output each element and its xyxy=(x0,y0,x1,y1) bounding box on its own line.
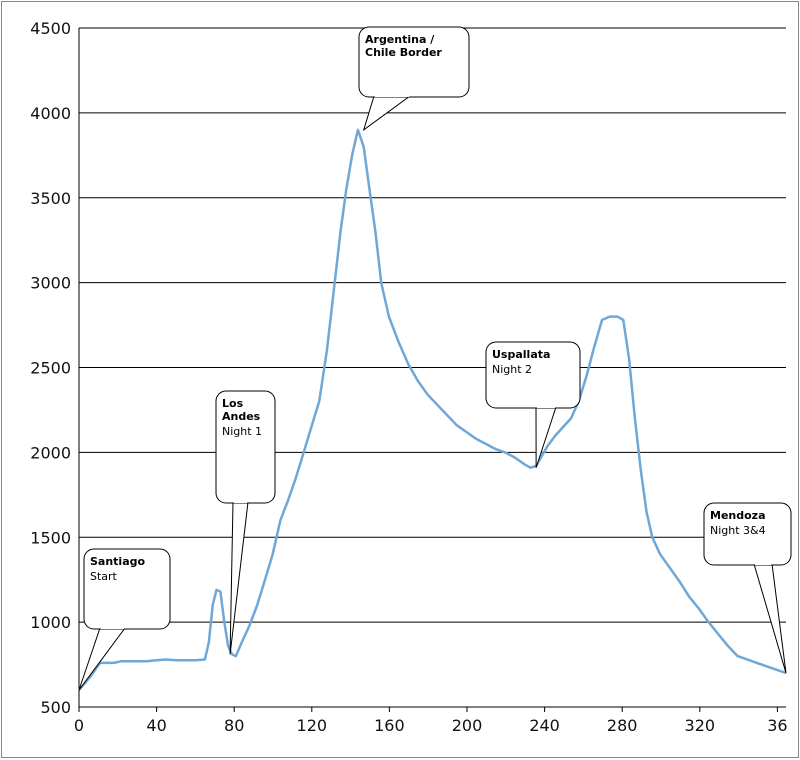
callout-title: Argentina / xyxy=(365,33,435,46)
callout-box xyxy=(358,26,470,98)
callout-title: Uspallata xyxy=(492,348,550,361)
callout-subtitle: Night 1 xyxy=(222,425,262,438)
axis-layer xyxy=(78,28,786,712)
callout: Argentina /Chile Border xyxy=(358,26,470,132)
callout-title: Mendoza xyxy=(710,509,766,522)
y-tick-label: 1500 xyxy=(30,528,71,547)
y-tick-label: 1000 xyxy=(30,613,71,632)
y-tick-label: 3000 xyxy=(30,274,71,293)
series-layer xyxy=(78,128,787,691)
elevation-line xyxy=(78,128,787,691)
x-tick-label: 240 xyxy=(529,716,560,735)
callout-box xyxy=(485,341,581,409)
x-tick-label: 280 xyxy=(607,716,638,735)
x-tick-label: 200 xyxy=(452,716,483,735)
callout: Mendoza Night 3&4 xyxy=(703,502,792,674)
x-tick-label: 0 xyxy=(74,716,84,735)
callout: Santiago Start xyxy=(78,548,171,691)
callout-subtitle: Start xyxy=(90,570,118,583)
y-tick-label: 4500 xyxy=(30,19,71,38)
y-tick-label: 2000 xyxy=(30,443,71,462)
y-tick-label: 3500 xyxy=(30,189,71,208)
callout-title: Santiago xyxy=(90,555,146,568)
callout-box xyxy=(703,502,792,566)
x-tick-label: 160 xyxy=(374,716,405,735)
y-tick-label: 4000 xyxy=(30,104,71,123)
callout-title: Los xyxy=(222,397,244,410)
x-tick-label: 80 xyxy=(224,716,244,735)
x-tick-label: 40 xyxy=(146,716,166,735)
y-tick-label: 500 xyxy=(40,698,71,717)
callout-title: Andes xyxy=(222,410,261,423)
callout-subtitle: Night 3&4 xyxy=(710,524,766,537)
x-tick-label: 320 xyxy=(685,716,716,735)
y-tick-label: 2500 xyxy=(30,359,71,378)
callout-title: Chile Border xyxy=(365,46,442,59)
callout-box xyxy=(83,548,171,630)
tick-labels: 500 1000 1500 2000 2500 3000 3500 4000 4500 0 40 80… xyxy=(30,19,787,735)
x-tick-label: 120 xyxy=(297,716,328,735)
callout-subtitle: Night 2 xyxy=(492,363,532,376)
x-tick-label: 36 xyxy=(767,716,787,735)
callout: Uspallata Night 2 xyxy=(485,341,581,468)
